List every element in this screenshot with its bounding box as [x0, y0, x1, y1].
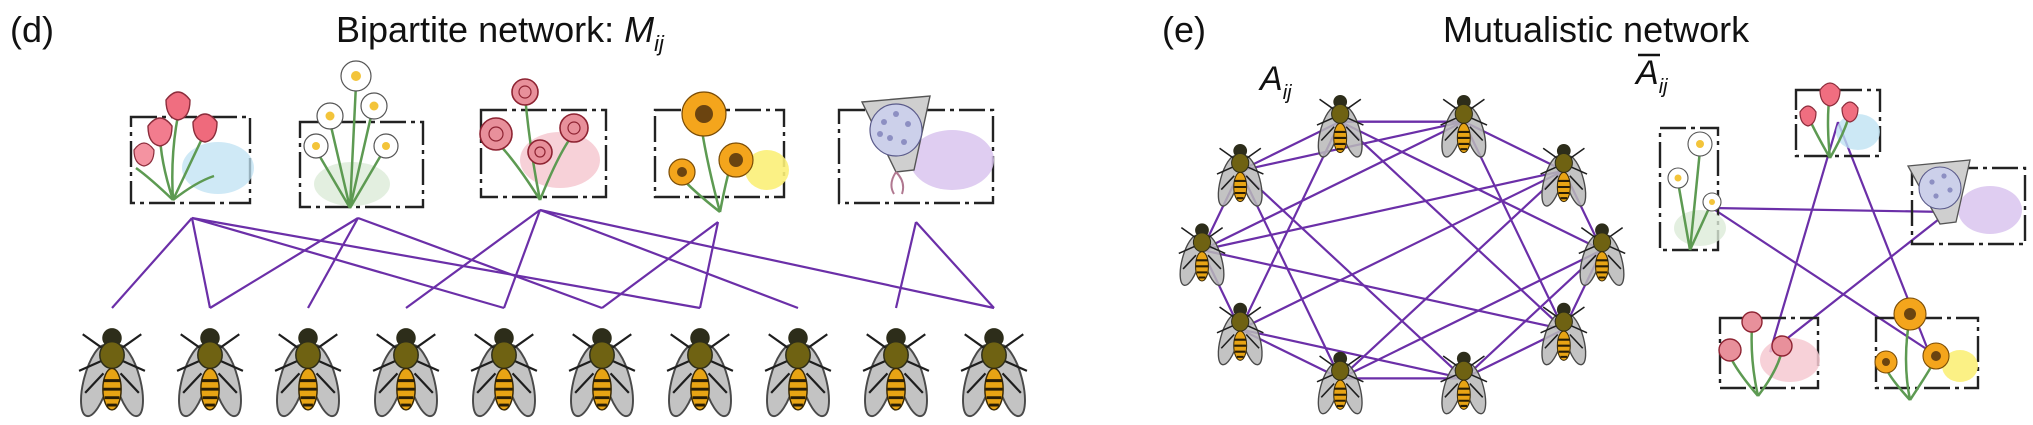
- bipartite-link: [307, 217, 359, 309]
- panel-e-title: Mutualistic network: [1443, 9, 1750, 50]
- bee-icon: [367, 326, 445, 421]
- panel-d-title-subscript: ij: [654, 31, 665, 56]
- daisies-plant-icon: [298, 60, 425, 209]
- pollinator-network-subscript: ij: [1283, 82, 1292, 104]
- plant-network-symbol: A: [1634, 54, 1659, 92]
- bee-icon: [1213, 142, 1268, 210]
- pollinator-link: [1239, 328, 1465, 380]
- daisies-plant-small-icon: [1658, 126, 1726, 252]
- tulips-plant-icon: [129, 91, 254, 205]
- pollinator-link: [1339, 249, 1603, 380]
- bipartite-link: [698, 221, 720, 309]
- bee-icon: [1436, 93, 1491, 161]
- bee-icon: [171, 326, 249, 421]
- pollinator-link: [1201, 120, 1465, 251]
- hydrangea-plant-small-icon: [1906, 159, 2027, 246]
- bipartite-link: [539, 208, 995, 310]
- pollinator-link: [1339, 169, 1565, 380]
- bipartite-link: [357, 216, 603, 310]
- plant-network-label: Aij: [1634, 54, 1668, 98]
- pollinator-row: [73, 326, 1033, 421]
- bipartite-link: [405, 209, 541, 309]
- bipartite-link: [601, 221, 719, 309]
- bee-icon: [1174, 222, 1230, 289]
- hydrangea-plant-icon: [837, 95, 995, 205]
- plant-link: [1711, 207, 1929, 351]
- bee-icon: [1536, 142, 1591, 210]
- bipartite-link: [894, 221, 918, 309]
- bipartite-link: [915, 221, 995, 309]
- roses-plant-icon: [479, 78, 608, 201]
- bipartite-links: [111, 208, 995, 310]
- panel-e-label: (e): [1162, 9, 1206, 50]
- plant-link: [1768, 121, 1840, 353]
- bipartite-link: [191, 216, 505, 310]
- pollinator-link: [1239, 169, 1565, 331]
- bee-icon: [955, 326, 1033, 421]
- bee-icon: [563, 326, 641, 421]
- roses-plant-small-icon: [1718, 311, 1820, 397]
- pollinator-network-label: Aij: [1258, 60, 1292, 104]
- bee-icon: [759, 326, 837, 421]
- bee-icon: [857, 326, 935, 421]
- bipartite-link: [191, 216, 701, 310]
- bipartite-link: [209, 217, 359, 309]
- bee-icon: [1574, 222, 1630, 289]
- sunflowers-plant-icon: [653, 91, 789, 213]
- panel-d-label: (d): [10, 9, 54, 50]
- pollinator-ring: [1174, 93, 1630, 417]
- pollinator-link: [1201, 248, 1565, 331]
- pollinator-network-symbol: A: [1258, 60, 1283, 98]
- pollinator-link: [1201, 169, 1565, 252]
- bee-icon: [1313, 93, 1368, 161]
- panel-d-title: Bipartite network: Mij: [336, 9, 665, 56]
- bee-icon: [1213, 301, 1268, 368]
- panel-d-title-symbol: M: [624, 9, 654, 50]
- bipartite-link: [111, 217, 193, 309]
- sunflowers-plant-small-icon: [1874, 297, 1980, 401]
- plant-network-subscript: ij: [1659, 76, 1668, 98]
- pollinator-link: [1339, 120, 1603, 251]
- pollinator-links: [1201, 120, 1603, 380]
- bee-icon: [465, 326, 543, 421]
- bee-icon: [269, 326, 347, 421]
- plant-link: [1711, 206, 1949, 214]
- bipartite-link: [502, 209, 542, 309]
- tulips-plant-small-icon: [1794, 82, 1882, 159]
- bipartite-link: [190, 217, 212, 309]
- bee-icon: [661, 326, 739, 421]
- plant-links: [1711, 121, 1949, 353]
- pollinator-link: [1463, 249, 1603, 380]
- panel-d-title-text: Bipartite network:: [336, 9, 624, 50]
- bee-icon: [73, 326, 151, 421]
- plant-link: [1769, 211, 1949, 353]
